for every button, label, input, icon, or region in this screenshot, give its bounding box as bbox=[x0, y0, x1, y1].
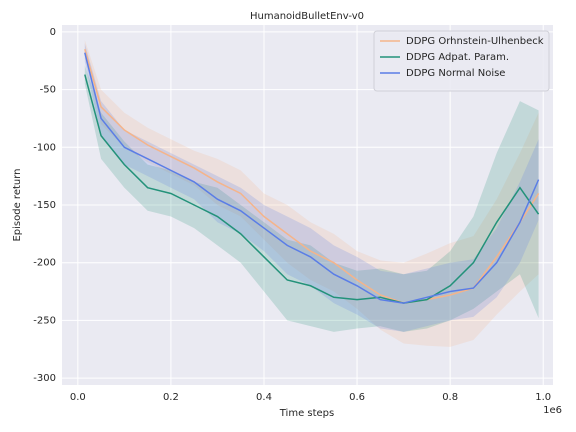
x-tick-label: 0.6 bbox=[349, 392, 365, 403]
legend-label: DDPG Adpat. Param. bbox=[406, 52, 509, 63]
x-tick-label: 0.0 bbox=[70, 392, 86, 403]
y-tick-label: -50 bbox=[40, 85, 56, 96]
x-axis-label: Time steps bbox=[279, 408, 335, 419]
line bbox=[84, 49, 540, 304]
y-axis-label: Episode return bbox=[12, 168, 23, 241]
x-tick-label: 0.2 bbox=[163, 392, 179, 403]
x-tick-label: 0.8 bbox=[442, 392, 458, 403]
line bbox=[84, 52, 540, 304]
legend: DDPG Orhnstein-Ulhenbeck DDPG Adpat. Para… bbox=[373, 30, 550, 92]
y-tick-label: -150 bbox=[33, 200, 56, 211]
line bbox=[84, 74, 540, 304]
y-tick-label: 0 bbox=[50, 27, 56, 38]
legend-label: DDPG Orhnstein-Ulhenbeck bbox=[406, 36, 544, 47]
y-tick-label: -100 bbox=[33, 142, 56, 153]
y-tick-label: -250 bbox=[33, 315, 56, 326]
error-band bbox=[84, 43, 539, 332]
x-offset-label: 1e6 bbox=[543, 405, 562, 416]
legend-box bbox=[373, 30, 550, 92]
chart-title: HumanoidBulletEnv-v0 bbox=[250, 11, 364, 22]
x-tick-label: 1.0 bbox=[535, 392, 551, 403]
y-tick-label: -200 bbox=[33, 258, 56, 269]
x-tick-label: 0.4 bbox=[256, 392, 272, 403]
error-band bbox=[84, 65, 539, 332]
legend-label: DDPG Normal Noise bbox=[406, 68, 505, 79]
error-band bbox=[84, 40, 539, 347]
y-tick-label: -300 bbox=[33, 373, 56, 384]
